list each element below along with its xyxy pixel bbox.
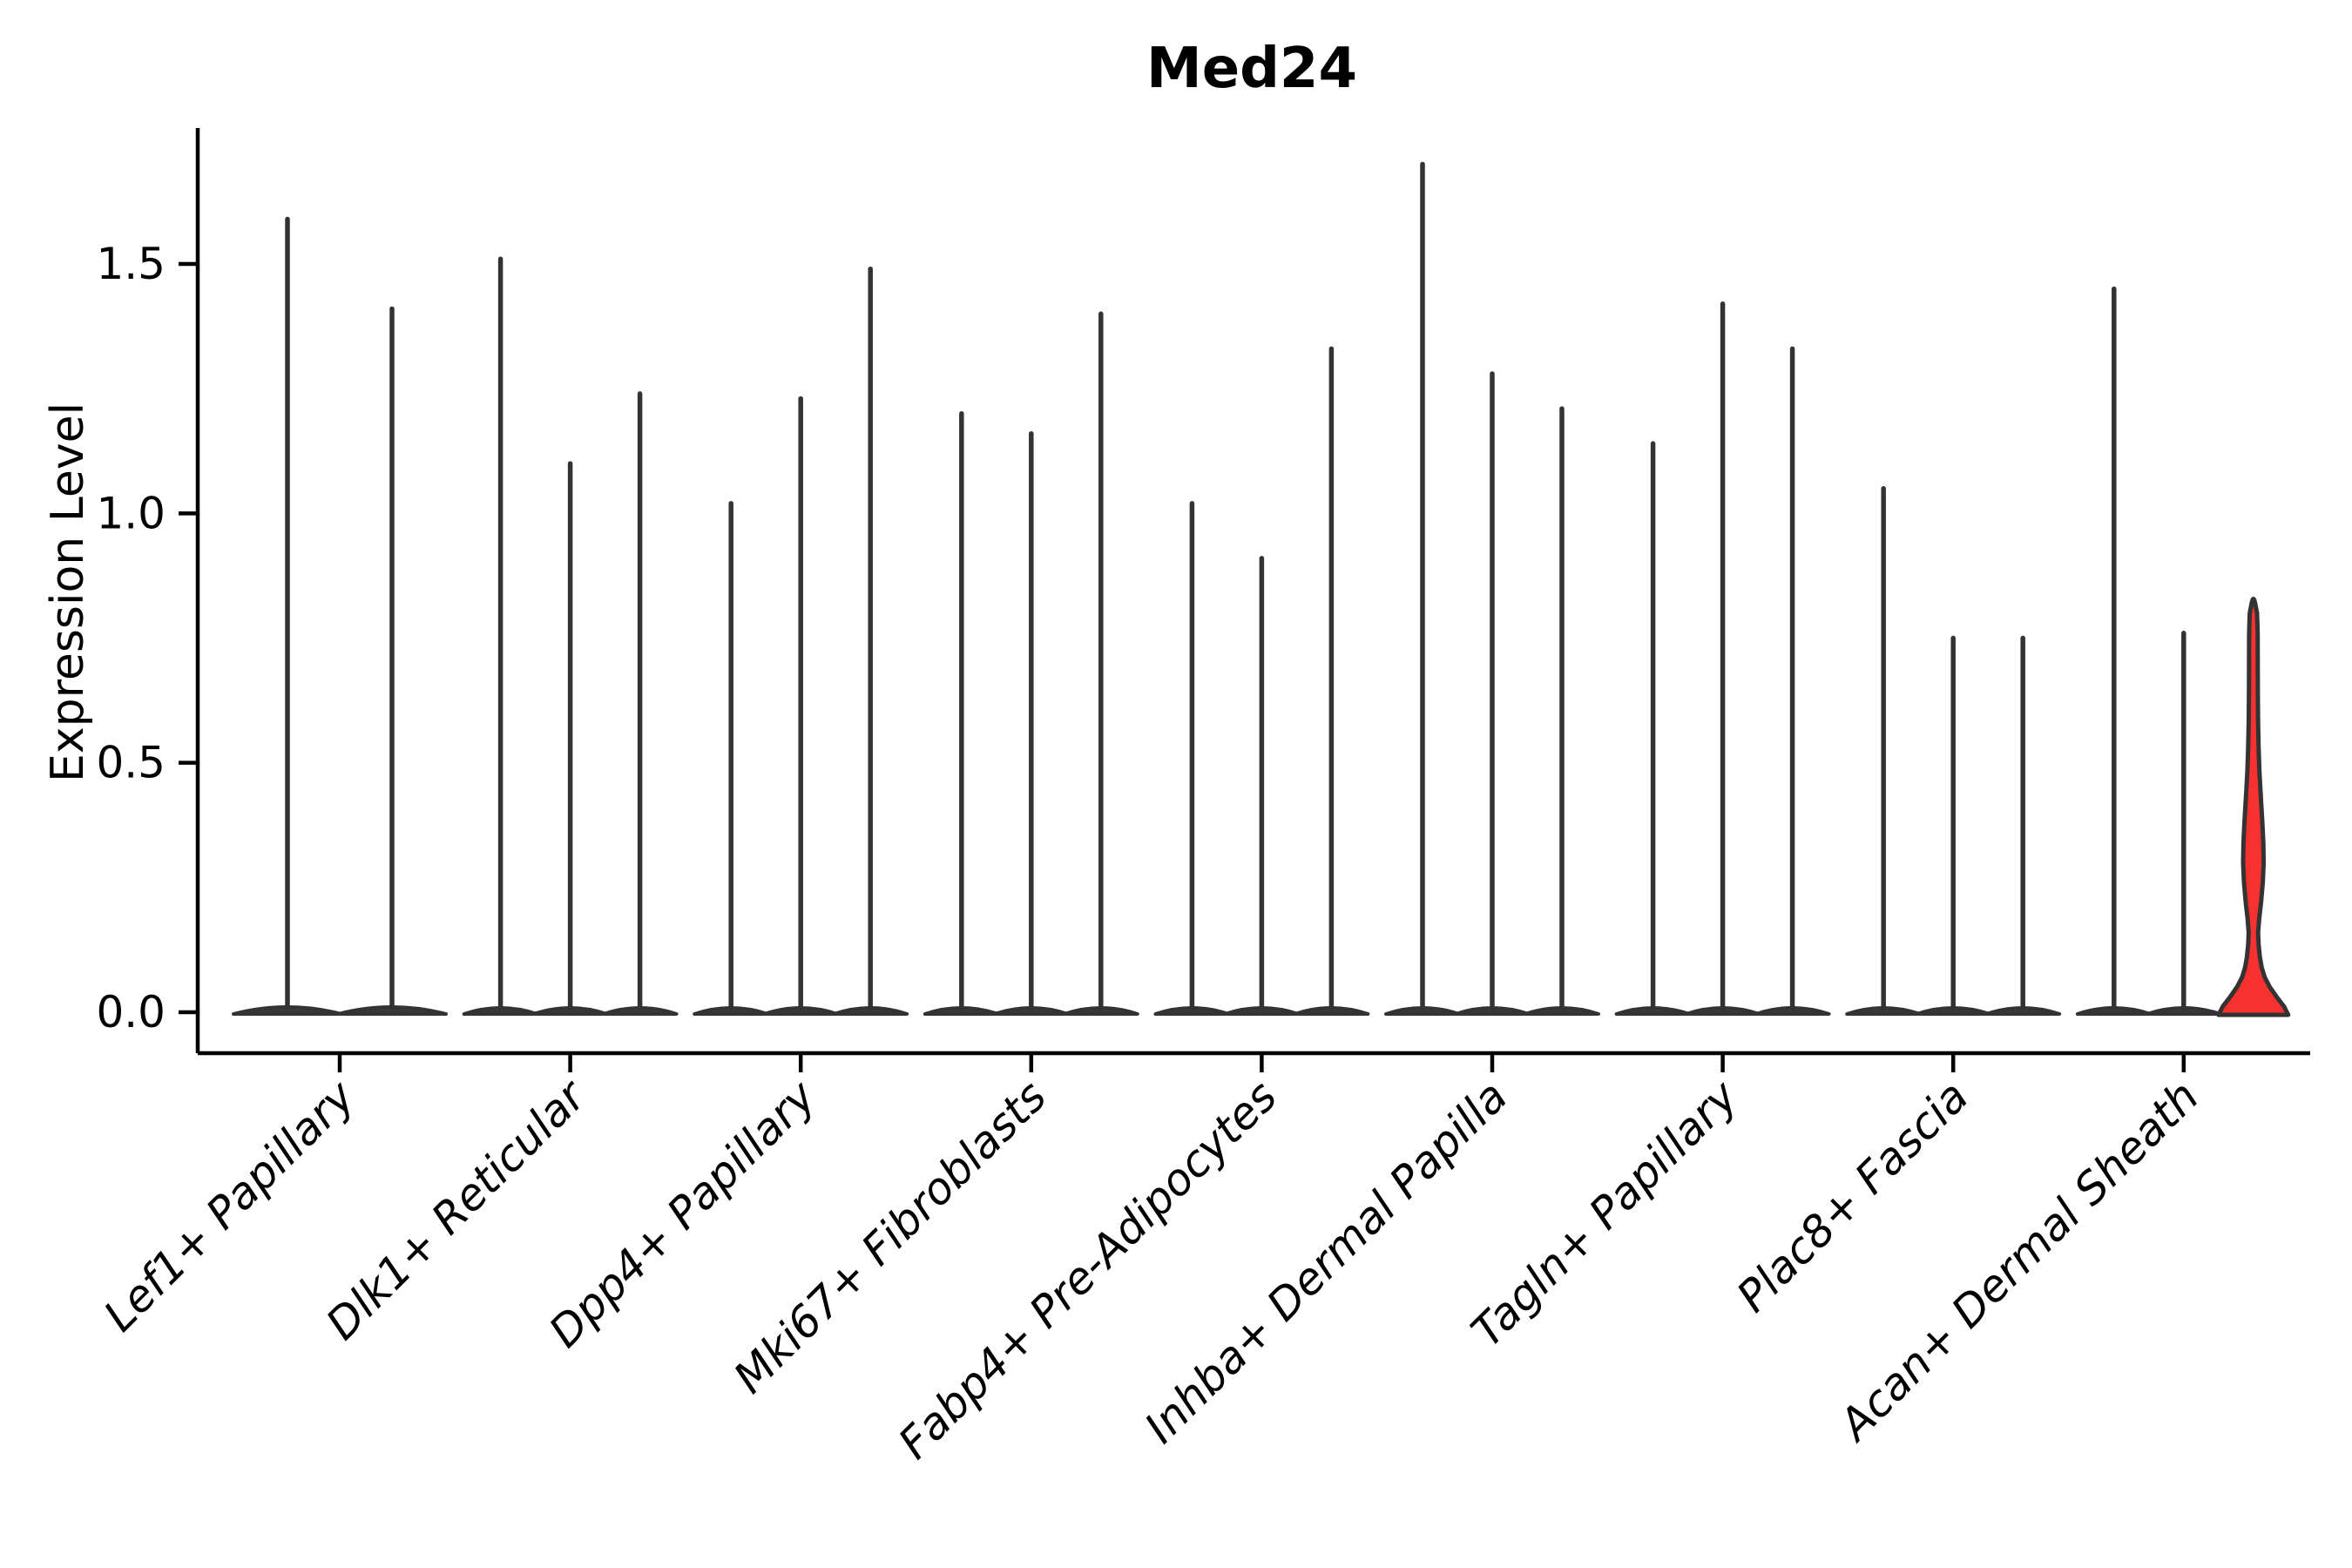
y-tick-label: 0.5	[96, 738, 166, 788]
y-axis-label: Expression Level	[42, 402, 94, 782]
y-tick-label: 1.0	[96, 488, 166, 538]
chart-title: Med24	[1146, 37, 1357, 101]
x-tick-label: Fabp4+ Pre-Adipocytes	[889, 1071, 1287, 1469]
highlighted-violin	[2216, 597, 2291, 1017]
y-tick-label: 0.0	[96, 987, 166, 1037]
x-tick-label: Lef1+ Papillary	[94, 1070, 365, 1341]
y-tick-label: 1.5	[96, 239, 166, 289]
x-tick-label: Plac8+ Fascia	[1727, 1071, 1978, 1321]
